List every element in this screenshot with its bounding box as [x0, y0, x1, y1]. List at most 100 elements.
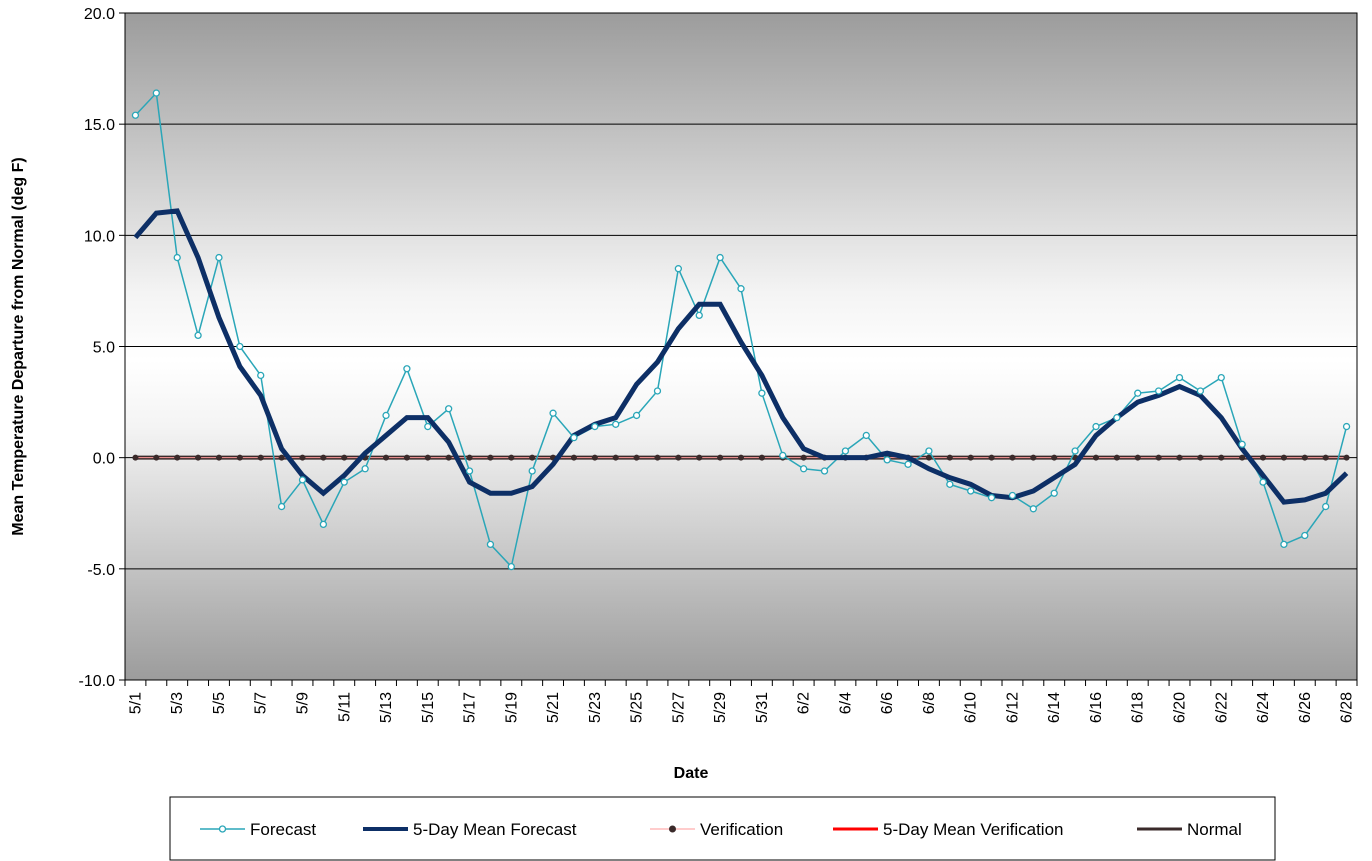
- verification-point: [215, 454, 222, 461]
- verification-point: [132, 454, 139, 461]
- x-tick-label: 5/3: [169, 692, 186, 714]
- verification-point: [1301, 454, 1308, 461]
- y-tick-label: 10.0: [84, 228, 115, 245]
- forecast-point: [298, 476, 307, 484]
- verification-point: [1197, 454, 1204, 461]
- verification-point: [570, 454, 577, 461]
- verification-point: [424, 454, 431, 461]
- forecast-point: [904, 460, 912, 468]
- forecast-point: [1008, 491, 1017, 500]
- verification-point: [800, 454, 807, 461]
- verification-point: [1030, 454, 1037, 461]
- y-tick-label: 20.0: [84, 6, 115, 23]
- verification-point: [1051, 454, 1058, 461]
- axes: [119, 12, 1358, 686]
- verification-point: [278, 454, 285, 461]
- x-tick-label: 5/29: [712, 692, 729, 723]
- forecast-point: [1342, 422, 1351, 431]
- forecast-point: [1280, 540, 1288, 549]
- y-tick-label: -10.0: [79, 673, 116, 690]
- plot-border: [124, 12, 1358, 681]
- verification-point: [1113, 454, 1120, 461]
- forecast-point: [632, 411, 641, 420]
- verification-point: [466, 454, 473, 461]
- legend-label: Verification: [700, 820, 783, 839]
- verification-point: [1009, 454, 1016, 461]
- verification-point: [487, 454, 494, 461]
- forecast-point: [1238, 440, 1246, 448]
- y-tick-label: 15.0: [84, 117, 115, 134]
- verification-point: [1155, 454, 1162, 461]
- forecast-point: [131, 111, 140, 119]
- x-tick-label: 5/13: [378, 692, 395, 723]
- forecast-point: [674, 265, 683, 273]
- x-tick-label: 5/25: [629, 692, 646, 723]
- forecast-point: [862, 431, 870, 440]
- y-tick-labels: -10.0 -5.0 0.0 5.0 10.0 15.0 20.0: [79, 6, 116, 690]
- forecast-point: [319, 520, 328, 529]
- forecast-point: [361, 465, 369, 473]
- legend-box: [169, 796, 1276, 861]
- forecast-point: [1050, 489, 1058, 497]
- verification-point: [508, 454, 515, 461]
- verification-point: [1239, 454, 1246, 461]
- verification-point: [654, 454, 661, 461]
- x-tick-label: 5/5: [211, 692, 228, 714]
- x-tick-label: 5/27: [670, 692, 687, 723]
- forecast-point: [152, 89, 160, 97]
- verification-point: [946, 454, 953, 461]
- legend-swatch-marker: [218, 825, 227, 833]
- forecast-point: [779, 451, 787, 460]
- legend-label: 5-Day Mean Verification: [883, 820, 1063, 839]
- verification-point: [967, 454, 974, 461]
- verification-point: [738, 454, 744, 461]
- forecast-point: [528, 467, 536, 475]
- forecast-point: [716, 253, 724, 262]
- x-tick-label: 5/15: [420, 692, 437, 723]
- verification-point: [257, 454, 264, 461]
- series-5-day-mean-forecast-line: [133, 208, 1349, 505]
- forecast-point: [1196, 387, 1205, 395]
- x-tick-label: 6/2: [796, 692, 813, 714]
- forecast-point: [277, 502, 286, 511]
- forecast-point: [820, 467, 829, 475]
- legend-label: Forecast: [250, 820, 316, 839]
- forecast-point: [507, 562, 515, 571]
- legend-item: Forecast: [200, 820, 316, 839]
- forecast-point: [1322, 502, 1330, 511]
- x-tick-label: 6/16: [1088, 692, 1105, 723]
- x-tick-label: 5/19: [503, 692, 520, 723]
- forecast-point: [758, 389, 766, 397]
- x-tick-label: 5/1: [127, 692, 144, 714]
- x-axis-title: Date: [674, 765, 709, 782]
- x-tick-label: 5/9: [294, 692, 311, 714]
- forecast-point: [883, 456, 891, 464]
- forecast-point: [257, 371, 265, 380]
- verification-point: [591, 454, 598, 461]
- forecast-point: [799, 465, 808, 473]
- forecast-point: [486, 540, 495, 549]
- forecast-point: [340, 478, 348, 486]
- x-tick-label: 6/28: [1339, 692, 1356, 723]
- verification-point: [341, 454, 348, 461]
- y-tick-label: 0.0: [93, 451, 115, 468]
- forecast-point: [1134, 389, 1142, 397]
- forecast-point: [1113, 413, 1121, 422]
- verification-point: [529, 454, 536, 461]
- x-tick-label: 6/22: [1213, 692, 1230, 723]
- verification-point: [696, 454, 703, 461]
- forecast-point: [695, 311, 703, 320]
- verification-point: [1092, 454, 1099, 461]
- x-tick-label: 6/26: [1297, 692, 1314, 723]
- verification-point: [320, 454, 327, 461]
- forecast-point: [925, 447, 933, 455]
- verification-point: [1260, 454, 1267, 461]
- legend-item: Normal: [1137, 820, 1242, 839]
- verification-point: [675, 454, 682, 461]
- verification-point: [1134, 454, 1141, 461]
- forecast-point: [194, 331, 202, 340]
- x-tick-label: 6/10: [963, 692, 980, 723]
- x-tick-labels: 5/1 5/3 5/5 5/7 5/9 5/11 5/13 5/15 5/17 5/19 5/21 5…: [127, 692, 1355, 723]
- y-axis-title: Mean Temperature Departure from Normal (…: [10, 157, 27, 535]
